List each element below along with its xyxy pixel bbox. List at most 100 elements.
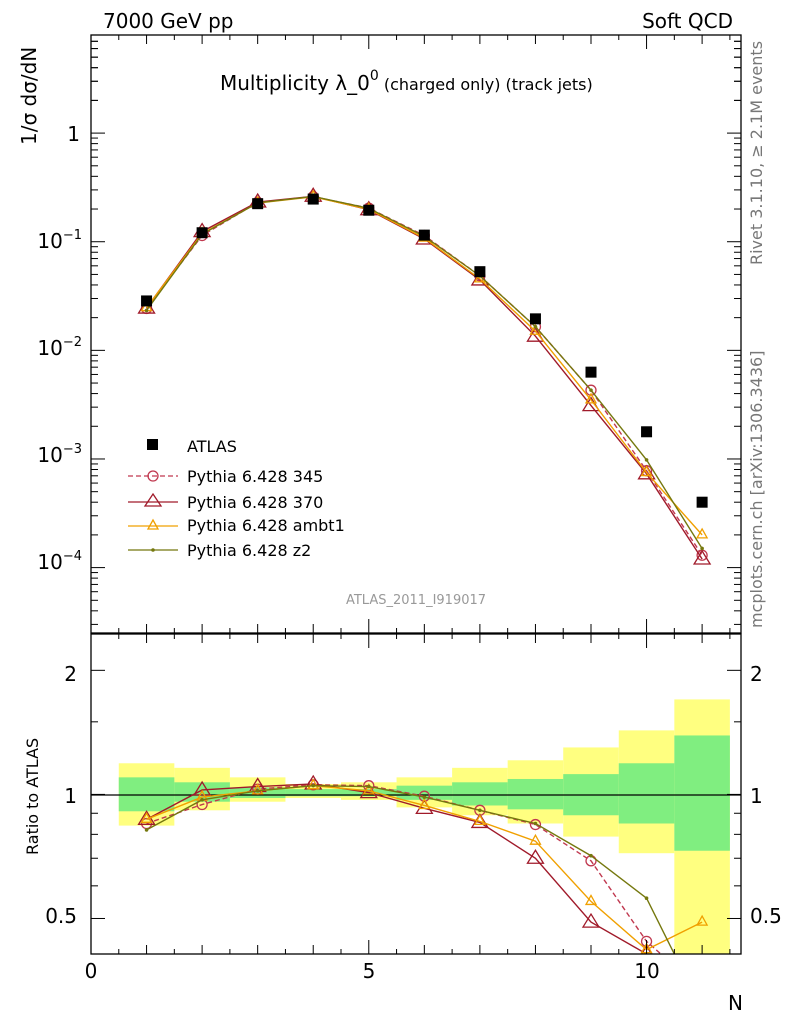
legend-marker-370 (143, 492, 163, 507)
series-point (581, 912, 601, 928)
legend-label: Pythia 6.428 z2 (187, 541, 311, 560)
series-point (144, 308, 149, 313)
x-tick-label: 5 (363, 959, 376, 983)
series-point (251, 783, 264, 795)
y-top-tick-label: 10−4 (37, 549, 82, 574)
header-left: 7000 GeV pp (103, 9, 234, 33)
series-point (637, 464, 656, 480)
x-tick-label: 0 (85, 959, 98, 983)
legend-label: Pythia 6.428 370 (187, 493, 323, 512)
top-series (137, 187, 712, 565)
title-main: Multiplicity λ_0 (220, 71, 370, 95)
green-band-bin (618, 763, 675, 824)
series-point (200, 798, 204, 802)
series-pythia-6-428-z2 (144, 783, 676, 954)
green-band-bin (285, 789, 341, 797)
series-point (470, 270, 490, 286)
y-top-tick-label: 10−2 (37, 335, 82, 360)
title-sub: (charged only) (track jets) (379, 75, 593, 94)
series-point (473, 814, 486, 826)
atlas-point (585, 366, 597, 378)
y-axis-label-bottom: Ratio to ATLAS (23, 738, 42, 855)
series-point (584, 894, 598, 906)
atlas-point (529, 313, 541, 325)
atlas-point (252, 198, 264, 210)
series-point (533, 821, 538, 826)
legend-marker-345 (147, 470, 159, 482)
uncertainty-bands (118, 699, 730, 954)
x-axis-label: N (728, 991, 743, 1015)
y-bottom-tick-labels: 2 1 0.5 2 1 0.5 (45, 662, 782, 928)
chart-title: Multiplicity λ_00 (charged only) (track … (220, 68, 593, 95)
y-top-tick-label: 10−3 (37, 442, 82, 467)
rivet-label: Rivet 3.1.10, ≥ 2.1M events (747, 41, 766, 265)
series-point (644, 896, 649, 900)
series-point (140, 811, 153, 823)
series-point (144, 828, 149, 832)
analysis-watermark: ATLAS_2011_I919017 (346, 593, 486, 608)
atlas-point (196, 227, 208, 239)
atlas-point (641, 426, 653, 438)
atlas-point (474, 266, 486, 278)
series-point (529, 818, 542, 831)
bottom-series (137, 774, 709, 954)
green-band-bin (674, 735, 730, 851)
series-point (589, 853, 593, 858)
atlas-point (307, 193, 319, 205)
atlas-point (696, 496, 708, 508)
series-point (307, 778, 320, 790)
series-point (640, 465, 653, 477)
green-band-bin (507, 778, 564, 810)
mcplots-label: mcplots.cern.ch [arXiv:1306.3436] (747, 351, 766, 628)
x-tick-labels: 0 5 10 (85, 959, 660, 983)
legend-marker-z2 (151, 548, 155, 552)
atlas-point (418, 229, 430, 241)
series-point (526, 849, 545, 864)
series-point (418, 798, 431, 810)
y-top-tick-labels: 1 10−1 10−2 10−3 10−4 (37, 122, 82, 574)
green-band-bin (118, 777, 175, 812)
y-axis-label-top: 1/σ dσ/dN (17, 47, 41, 145)
series-point (192, 780, 212, 796)
y-bottom-tick-label: 2 (64, 662, 77, 686)
green-band-bin (229, 787, 286, 799)
series-point (529, 833, 542, 845)
series-point (362, 783, 375, 795)
series-point (692, 549, 712, 565)
series-point (589, 388, 593, 392)
header-right: Soft QCD (642, 9, 733, 33)
series-point (311, 783, 316, 788)
atlas-point (141, 295, 153, 307)
legend-marker-atlas (147, 439, 158, 450)
series-point (584, 392, 598, 404)
x-tick-label: 10 (634, 959, 659, 983)
green-band-bin (396, 785, 453, 800)
series-point (533, 324, 538, 329)
green-band-bin (452, 782, 508, 806)
y-top-tick-label: 1 (67, 122, 80, 146)
series-point (366, 784, 371, 789)
series-point (700, 546, 704, 551)
y-bottom-tick-label: 1 (64, 784, 77, 808)
top-panel-frame (90, 34, 742, 634)
series-point (696, 914, 709, 926)
legend-label: Pythia 6.428 345 (187, 467, 323, 486)
y-top-tick-label: 10−1 (37, 228, 82, 253)
y-bottom-tick-label: 0.5 (45, 904, 77, 928)
atlas-point (363, 204, 375, 216)
series-point (422, 795, 427, 799)
y-bottom-tick-label-right: 1 (750, 784, 763, 808)
series-point (644, 458, 649, 462)
y-bottom-tick-label-right: 0.5 (750, 904, 782, 928)
series-point (137, 298, 156, 314)
series-point (696, 527, 709, 539)
legend-label: Pythia 6.428 ambt1 (187, 516, 345, 535)
legend: ATLAS Pythia 6.428 345 Pythia 6.428 370 … (128, 437, 345, 560)
title-sup: 0 (370, 68, 379, 84)
series-point (478, 808, 482, 813)
axis-ticks (90, 34, 741, 954)
legend-marker-ambt1 (146, 518, 160, 530)
series-line (146, 784, 703, 951)
series-point (255, 789, 260, 793)
